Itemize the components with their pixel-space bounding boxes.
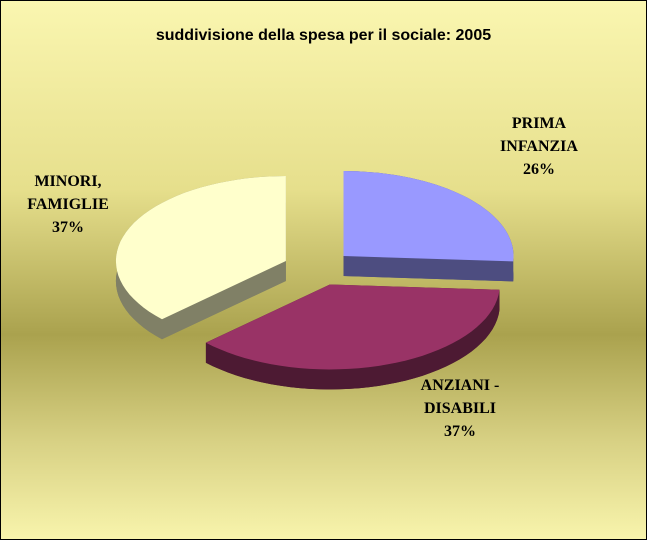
- slice: [115, 176, 286, 320]
- slice-side: [161, 261, 286, 340]
- value-label: 26%: [523, 161, 555, 178]
- chart-title: suddivisione della spesa per il sociale:…: [155, 27, 492, 44]
- slice-label: MINORI, FAMIGLIE 37%: [14, 170, 122, 239]
- category-label: MINORI, FAMIGLIE: [27, 173, 109, 213]
- category-label: PRIMA INFANZIA: [500, 115, 578, 155]
- slice-side: [205, 289, 500, 390]
- value-label: 37%: [444, 423, 476, 440]
- value-label: 37%: [52, 219, 84, 236]
- slice: [343, 171, 514, 262]
- slice-label: ANZIANI - DISABILI 37%: [405, 374, 515, 443]
- category-label: ANZIANI - DISABILI: [420, 377, 500, 417]
- slice: [205, 284, 500, 370]
- slice-label: PRIMA INFANZIA 26%: [480, 112, 598, 181]
- slice-side: [343, 256, 514, 282]
